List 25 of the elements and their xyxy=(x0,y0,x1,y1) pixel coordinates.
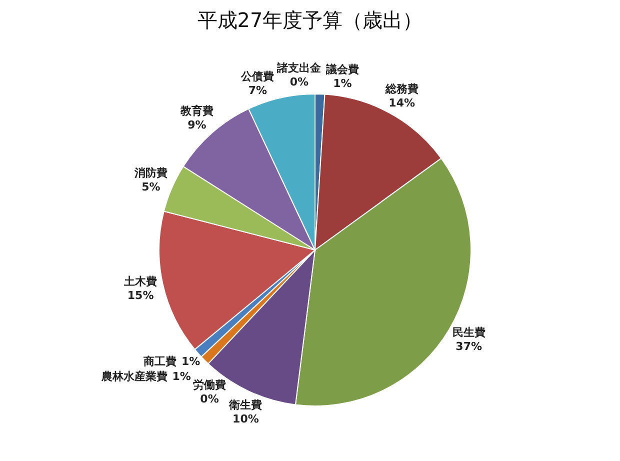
data-label: 1% xyxy=(181,354,200,368)
data-label: 15% xyxy=(127,288,154,302)
category-label: 諸支出金 xyxy=(277,61,322,74)
slice-label: 公債費 xyxy=(240,70,274,84)
text: 0% xyxy=(290,75,309,88)
data-label: 1% xyxy=(333,76,352,90)
slice-label: 消防費 xyxy=(134,166,168,180)
data-label: 7% xyxy=(248,84,268,98)
category-label: 労働費 xyxy=(193,378,226,392)
data-label: 37% xyxy=(456,340,482,353)
slice-label: 民生費 xyxy=(452,326,486,339)
slice-label: 教育費 xyxy=(179,104,214,118)
data-label: 10% xyxy=(232,412,259,426)
data-label: 14% xyxy=(388,96,416,110)
slice-label: 議会費 xyxy=(324,62,359,76)
text: 0% xyxy=(200,392,219,406)
data-label: 1% xyxy=(172,370,191,383)
data-label: 5% xyxy=(142,180,160,194)
slice-label: 衛生費 xyxy=(228,398,262,412)
slice-label: 農林水産業費 xyxy=(100,370,168,383)
slice-label: 総務費 xyxy=(384,82,418,96)
slice-label: 商工費 xyxy=(142,354,176,368)
data-label: 9% xyxy=(188,118,206,132)
slice-label: 土木費 xyxy=(123,274,158,288)
chart-title: 平成27年度予算（歳出） xyxy=(197,8,423,32)
